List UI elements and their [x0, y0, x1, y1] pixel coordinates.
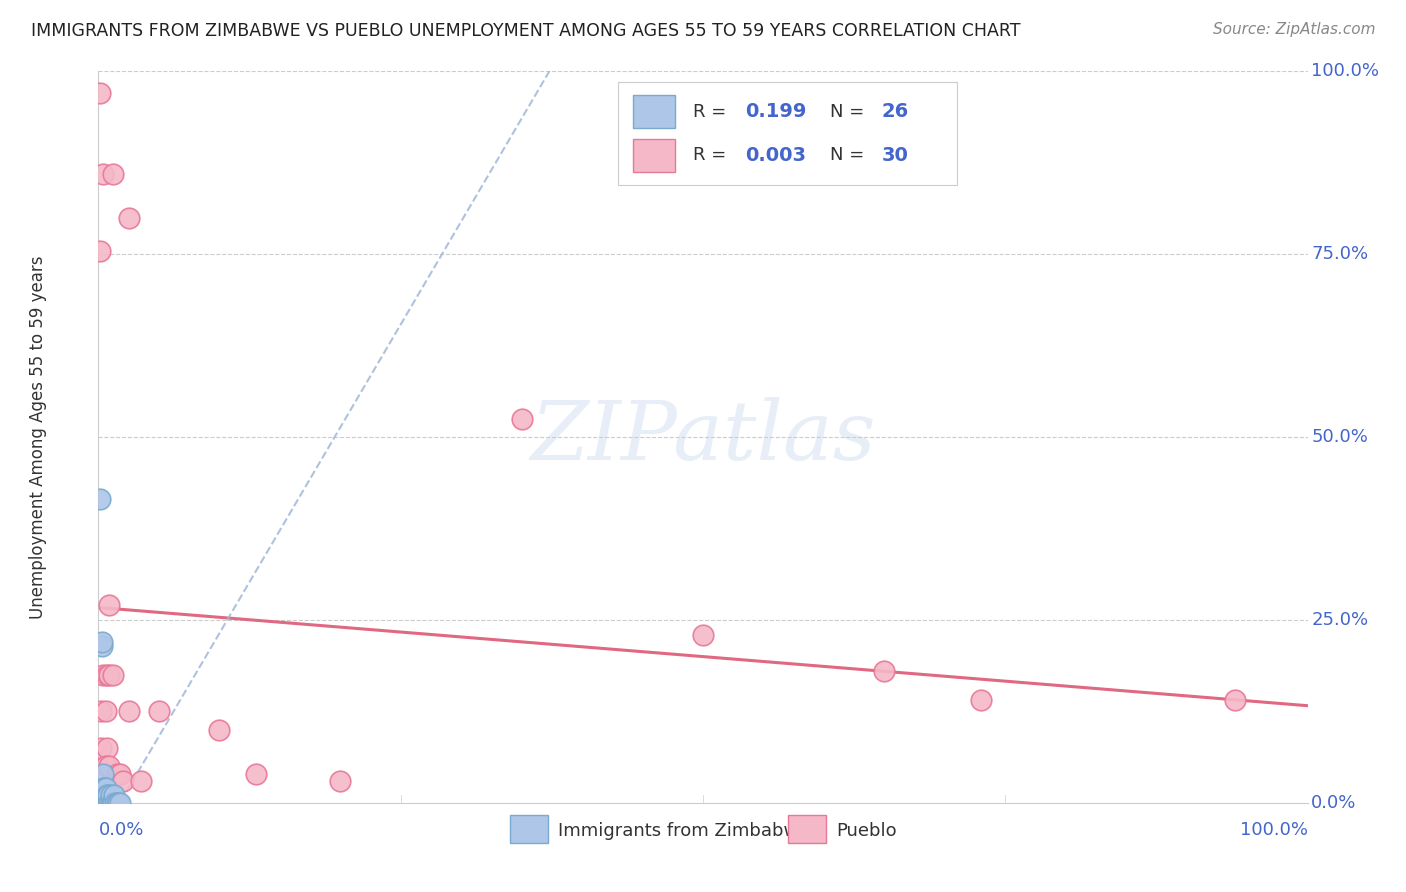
Point: [91, 639, 114, 653]
Point: [94, 796, 117, 810]
Text: R =: R =: [693, 103, 733, 120]
Point: [1223, 693, 1246, 707]
Point: [101, 667, 124, 681]
Point: [100, 789, 122, 803]
Point: [89, 87, 111, 101]
Point: [91, 796, 114, 810]
Point: [105, 766, 128, 780]
Point: [108, 766, 131, 780]
Point: [96, 789, 118, 803]
Text: R =: R =: [693, 146, 733, 164]
Text: N =: N =: [830, 103, 870, 120]
FancyBboxPatch shape: [633, 95, 675, 128]
Point: [97, 796, 120, 810]
Point: [94, 705, 117, 719]
Point: [692, 627, 714, 641]
Point: [94, 759, 117, 773]
FancyBboxPatch shape: [509, 815, 548, 843]
Point: [89, 244, 111, 258]
Point: [94, 781, 117, 796]
Text: 100.0%: 100.0%: [1312, 62, 1379, 80]
Point: [91, 667, 114, 681]
Point: [100, 796, 122, 810]
Point: [100, 796, 122, 810]
Point: [91, 766, 114, 780]
Point: [111, 773, 134, 788]
Point: [108, 796, 131, 810]
Point: [510, 412, 533, 426]
Text: Source: ZipAtlas.com: Source: ZipAtlas.com: [1212, 22, 1375, 37]
Point: [148, 705, 170, 719]
Point: [96, 796, 118, 810]
Point: [103, 789, 125, 803]
Point: [90, 740, 112, 755]
Point: [245, 766, 267, 780]
Text: 30: 30: [882, 146, 908, 165]
Text: 0.003: 0.003: [745, 146, 806, 165]
Point: [101, 796, 124, 810]
Point: [118, 211, 141, 225]
Point: [101, 167, 124, 181]
Text: 0.0%: 0.0%: [98, 821, 143, 839]
Text: 50.0%: 50.0%: [1312, 428, 1368, 446]
Text: 0.0%: 0.0%: [1312, 794, 1357, 812]
Point: [104, 796, 127, 810]
Point: [94, 789, 117, 803]
Point: [105, 796, 128, 810]
Text: 100.0%: 100.0%: [1240, 821, 1308, 839]
Point: [91, 781, 114, 796]
Point: [970, 693, 993, 707]
Text: IMMIGRANTS FROM ZIMBABWE VS PUEBLO UNEMPLOYMENT AMONG AGES 55 TO 59 YEARS CORREL: IMMIGRANTS FROM ZIMBABWE VS PUEBLO UNEMP…: [31, 22, 1021, 40]
Text: 75.0%: 75.0%: [1312, 245, 1368, 263]
FancyBboxPatch shape: [619, 82, 957, 185]
Text: Unemployment Among Ages 55 to 59 years: Unemployment Among Ages 55 to 59 years: [30, 255, 46, 619]
Point: [118, 705, 141, 719]
FancyBboxPatch shape: [787, 815, 827, 843]
Text: Immigrants from Zimbabwe: Immigrants from Zimbabwe: [558, 822, 810, 839]
Point: [98, 599, 121, 613]
Text: ZIPatlas: ZIPatlas: [530, 397, 876, 477]
Point: [329, 773, 352, 788]
Point: [107, 796, 129, 810]
Text: 25.0%: 25.0%: [1312, 611, 1368, 629]
Point: [98, 667, 121, 681]
Point: [89, 492, 111, 507]
Point: [91, 635, 114, 649]
Point: [97, 789, 120, 803]
Text: Pueblo: Pueblo: [837, 822, 897, 839]
Point: [91, 167, 114, 181]
Text: 0.199: 0.199: [745, 102, 807, 121]
Point: [873, 664, 896, 678]
Point: [93, 781, 115, 796]
Point: [208, 723, 231, 737]
Point: [93, 796, 115, 810]
Text: 26: 26: [882, 102, 910, 121]
Point: [98, 759, 121, 773]
Point: [96, 667, 118, 681]
Point: [90, 705, 112, 719]
FancyBboxPatch shape: [633, 139, 675, 172]
Point: [96, 740, 118, 755]
Point: [98, 796, 121, 810]
Point: [129, 773, 152, 788]
Point: [93, 789, 115, 803]
Text: N =: N =: [830, 146, 870, 164]
